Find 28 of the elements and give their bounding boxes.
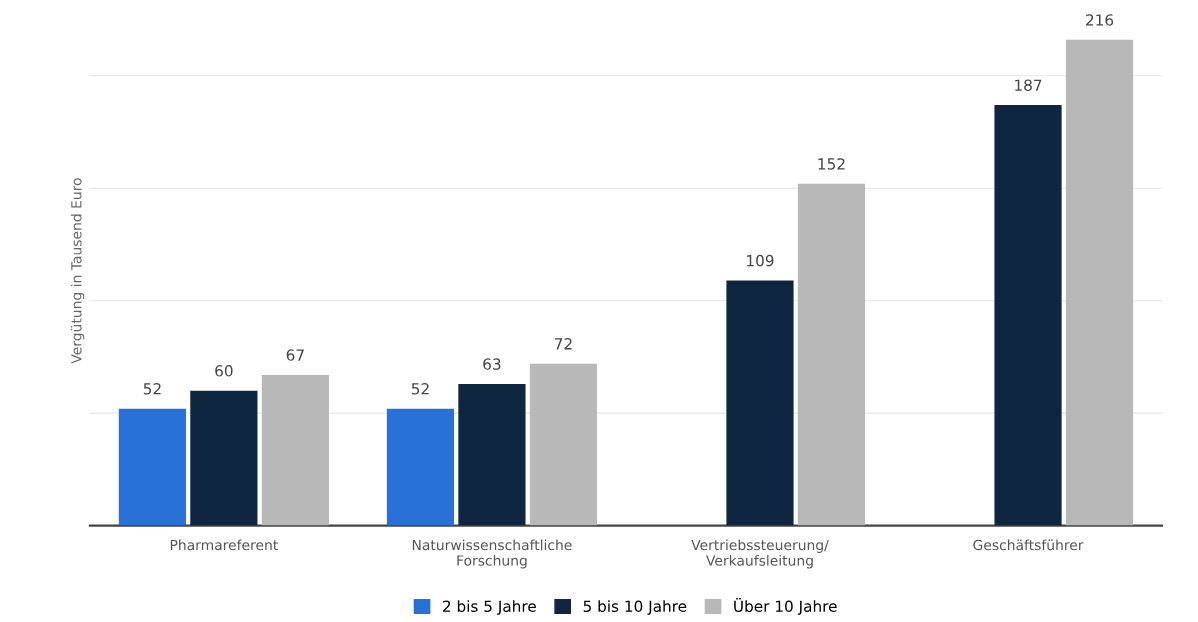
data-label: 152 bbox=[818, 158, 845, 170]
bar bbox=[726, 280, 794, 526]
data-label: 187 bbox=[1015, 79, 1042, 91]
x-tick-label: Geschäftsführer bbox=[973, 539, 1084, 551]
bar bbox=[458, 383, 526, 526]
legend-label: 5 bis 10 Jahre bbox=[583, 600, 687, 615]
legend-label: Über 10 Jahre bbox=[734, 597, 837, 615]
x-tick-label: Vertriebssteuerung/ Verkaufsleitung bbox=[691, 539, 829, 569]
data-label: 60 bbox=[215, 365, 233, 377]
x-tick-label: Pharmareferent bbox=[170, 539, 278, 551]
legend-label: 2 bis 5 Jahre bbox=[443, 600, 536, 615]
data-label: 52 bbox=[143, 383, 161, 395]
x-tick-label: Naturwissenschaftliche Forschung bbox=[412, 539, 572, 569]
data-label: 63 bbox=[483, 358, 501, 370]
bar bbox=[261, 374, 329, 526]
bar bbox=[190, 390, 258, 526]
data-label: 216 bbox=[1086, 14, 1114, 26]
y-axis-title: Vergütung in Tausend Euro bbox=[70, 178, 85, 364]
data-label: 72 bbox=[554, 338, 572, 350]
data-label: 67 bbox=[286, 349, 304, 361]
bar bbox=[1065, 39, 1134, 526]
bar bbox=[529, 363, 598, 526]
data-label: 52 bbox=[411, 383, 429, 395]
data-label: 109 bbox=[747, 254, 774, 267]
bar bbox=[118, 408, 186, 526]
bar bbox=[797, 183, 866, 526]
bar bbox=[994, 105, 1062, 526]
bar bbox=[386, 408, 455, 526]
